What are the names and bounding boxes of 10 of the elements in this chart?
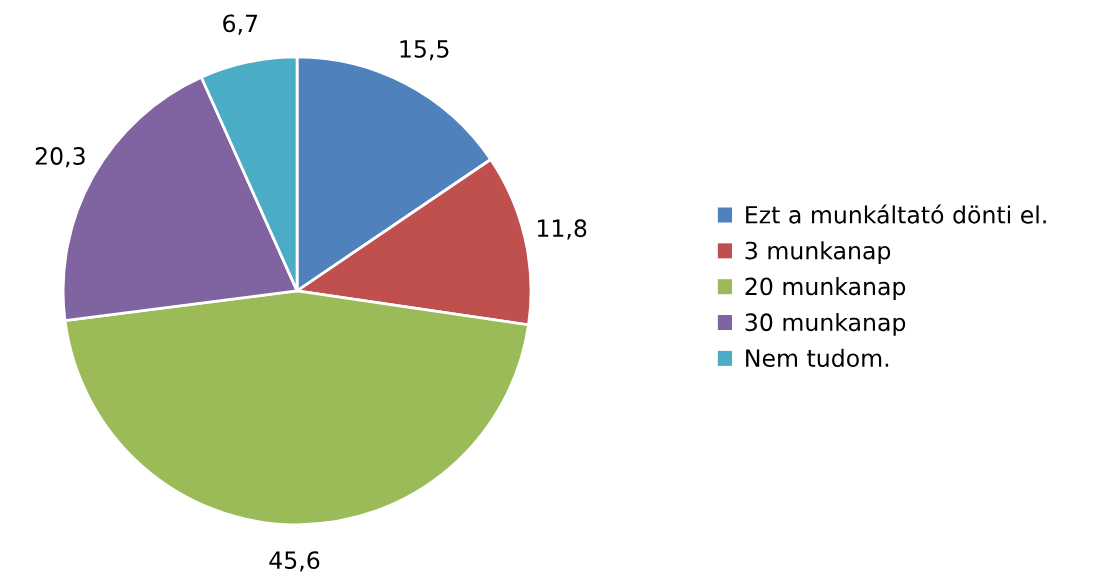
legend-label: Ezt a munkáltató dönti el. xyxy=(746,204,1046,224)
legend-label: 30 munkanap xyxy=(745,312,906,336)
legend-label: Nem tudom. xyxy=(746,348,889,368)
data-label: 6,7 xyxy=(223,14,258,35)
legend-label: 20 munkanap xyxy=(745,277,906,300)
data-label: 11,8 xyxy=(537,219,587,240)
data-label: 15,5 xyxy=(400,40,449,61)
legend-label: 3 munkanap xyxy=(745,241,891,265)
data-label: 20,3 xyxy=(35,147,85,168)
data-label: 45,6 xyxy=(269,551,320,572)
